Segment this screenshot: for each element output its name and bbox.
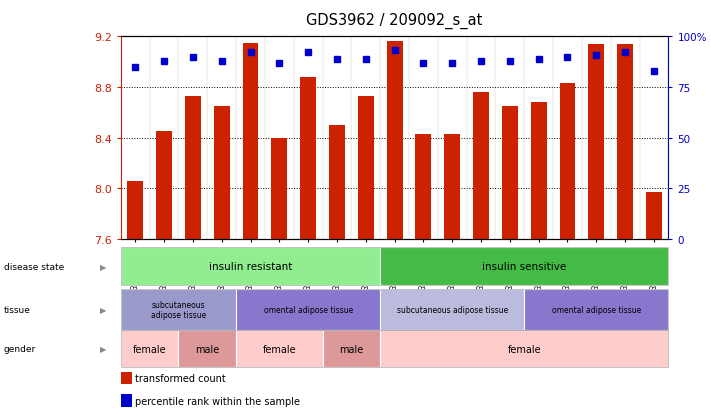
Text: female: female: [262, 344, 296, 354]
Bar: [502, 107, 518, 240]
Bar: [242, 43, 259, 240]
Text: omental adipose tissue: omental adipose tissue: [552, 305, 641, 314]
Bar: [560, 84, 575, 240]
Text: tissue: tissue: [4, 305, 31, 314]
Text: transformed count: transformed count: [135, 373, 226, 383]
Bar: [329, 126, 345, 240]
Bar: [444, 135, 460, 240]
Bar: [617, 45, 633, 240]
Bar: [185, 97, 201, 240]
Bar: [272, 138, 287, 240]
Text: insulin resistant: insulin resistant: [209, 261, 292, 271]
Text: percentile rank within the sample: percentile rank within the sample: [135, 396, 300, 406]
Text: ▶: ▶: [100, 262, 107, 271]
Text: omental adipose tissue: omental adipose tissue: [264, 305, 353, 314]
Bar: [530, 103, 547, 240]
Text: female: female: [133, 344, 166, 354]
Text: insulin sensitive: insulin sensitive: [482, 261, 567, 271]
Bar: [156, 132, 172, 240]
Text: ▶: ▶: [100, 344, 107, 354]
Bar: [214, 107, 230, 240]
Bar: [646, 193, 662, 240]
Text: gender: gender: [4, 344, 36, 354]
Bar: [127, 181, 143, 240]
Text: male: male: [339, 344, 363, 354]
Bar: [415, 135, 432, 240]
Text: subcutaneous adipose tissue: subcutaneous adipose tissue: [397, 305, 508, 314]
Bar: [300, 78, 316, 240]
Text: disease state: disease state: [4, 262, 64, 271]
Text: male: male: [196, 344, 220, 354]
Text: GDS3962 / 209092_s_at: GDS3962 / 209092_s_at: [306, 12, 483, 28]
Text: subcutaneous
adipose tissue: subcutaneous adipose tissue: [151, 300, 206, 319]
Text: ▶: ▶: [100, 305, 107, 314]
Bar: [358, 97, 374, 240]
Bar: [387, 42, 402, 240]
Bar: [473, 93, 489, 240]
Bar: [589, 45, 604, 240]
Text: female: female: [508, 344, 541, 354]
